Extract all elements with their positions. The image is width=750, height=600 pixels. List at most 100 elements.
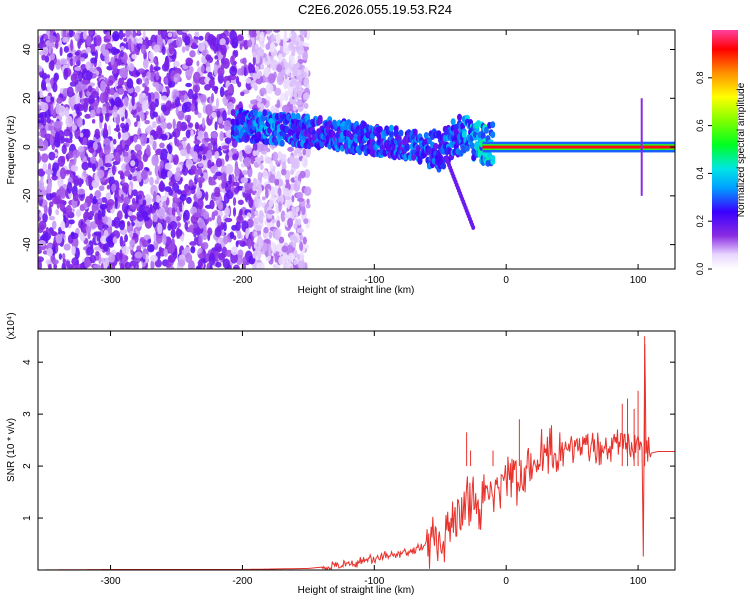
- spectrogram-cell: [137, 121, 141, 128]
- spectrogram-cell: [296, 180, 301, 187]
- spectrogram-cell: [284, 73, 288, 80]
- spectrogram-cell: [292, 63, 297, 70]
- spectrogram-cell: [165, 100, 173, 111]
- spectrogram-cell: [138, 93, 144, 104]
- spectrogram-cell: [149, 176, 154, 186]
- spectrogram-cell: [95, 251, 100, 256]
- spectrogram-cell: [104, 153, 112, 165]
- spectrogram-cell: [38, 151, 41, 163]
- spectrogram-cell: [43, 232, 52, 241]
- spectrogram-cell: [238, 150, 243, 162]
- spectrogram-cell: [114, 189, 119, 196]
- spectrogram-cell: [186, 196, 192, 204]
- spectrogram-cell: [38, 131, 42, 137]
- spectrogram-cell: [159, 142, 165, 149]
- spectrogram-cell: [187, 122, 194, 128]
- spectrogram-cell: [192, 212, 201, 218]
- spectrogram-cell: [93, 264, 102, 269]
- spectrogram-cell: [181, 46, 186, 53]
- spectrogram-cell: [38, 41, 44, 50]
- spectrogram-cell: [94, 128, 100, 137]
- spectrogram-cell: [262, 109, 268, 117]
- spectrogram-cell: [464, 144, 470, 152]
- spectrogram-cell: [182, 136, 187, 142]
- spectrogram-cell: [158, 246, 163, 254]
- spectrogram-cell: [194, 31, 200, 37]
- snr-y-label: SNR (10 * v/v): [6, 418, 17, 482]
- spectrogram-cell: [243, 66, 247, 77]
- spectrogram-cell: [88, 215, 93, 221]
- spectrogram-cell: [306, 198, 310, 205]
- spectrogram-cell: [117, 87, 125, 95]
- spectrogram-cell: [105, 192, 112, 200]
- spectrogram-cell: [270, 41, 275, 53]
- spectrogram-cell: [88, 174, 92, 187]
- spectrogram-cell: [102, 128, 109, 140]
- spectrogram-cell: [247, 39, 253, 48]
- spectrogram-cell: [230, 109, 236, 117]
- spectrogram-cell: [111, 262, 116, 269]
- spectrogram-cell: [199, 145, 204, 152]
- spectrogram-cell: [170, 229, 176, 239]
- spectrogram-cell: [130, 265, 135, 269]
- spectrogram-cell: [268, 173, 276, 184]
- spectrogram-cell: [59, 58, 68, 65]
- spectrogram-cell: [81, 79, 88, 85]
- spectrogram-cell: [128, 102, 133, 113]
- spectrogram-cell: [302, 92, 310, 100]
- snr-spikes: [466, 336, 646, 467]
- spectrogram-cell: [73, 33, 79, 40]
- spectrogram-cell: [160, 153, 164, 161]
- spectrogram-cell: [42, 163, 48, 172]
- spectrogram-cell: [161, 63, 169, 72]
- spectrogram-cell: [276, 193, 284, 205]
- spectrogram-cell: [227, 84, 234, 94]
- spectrogram-cell: [214, 226, 222, 238]
- spectrogram-cell: [168, 81, 176, 88]
- spectrogram-cell: [52, 259, 59, 265]
- spectrogram-cell: [210, 92, 215, 103]
- spectrogram-cell: [214, 186, 221, 195]
- spectrogram-cell: [114, 73, 118, 81]
- spectrogram-cell: [129, 239, 136, 247]
- spectrogram-cell: [213, 210, 219, 217]
- spectrogram-cell: [175, 138, 180, 148]
- spectrogram-cell: [109, 140, 114, 150]
- spectrogram-cell: [79, 132, 84, 138]
- spectrogram-cell: [131, 189, 138, 197]
- spectrogram-cell: [216, 215, 222, 226]
- spectrogram-cell: [136, 171, 142, 183]
- spectrogram-cell: [184, 221, 189, 231]
- spectrogram-cell: [278, 187, 282, 197]
- spectrogram-cell: [112, 138, 117, 145]
- spectrogram-cell: [229, 30, 238, 42]
- spectrogram-cell: [88, 85, 93, 93]
- spectrogram-cell: [120, 67, 129, 79]
- spectrogram-cell: [247, 62, 253, 72]
- spectrogram-cell: [204, 191, 209, 201]
- spectrogram-cell: [171, 131, 177, 137]
- spectrogram-cell: [75, 209, 82, 218]
- spectrogram-cell: [142, 30, 146, 40]
- spectrogram-cell: [246, 218, 254, 228]
- spectrogram-cell: [79, 57, 86, 62]
- spectrogram-cell: [204, 84, 211, 91]
- spectrogram-cell: [228, 150, 233, 158]
- x-tick-label: 0: [503, 275, 509, 286]
- spectrogram-cell: [160, 95, 168, 101]
- spectrogram-cell: [211, 111, 217, 119]
- spectrogram-cell: [90, 57, 98, 64]
- spectrogram-cell: [194, 122, 200, 130]
- spectrogram-cell: [272, 151, 279, 162]
- spectrogram-cell: [233, 266, 239, 269]
- spectrogram-cell: [183, 209, 190, 221]
- spectrogram-cell: [47, 173, 51, 182]
- spectrogram-cell: [151, 154, 159, 167]
- spectrogram-cell: [51, 231, 58, 237]
- spectrogram-cell: [87, 232, 91, 240]
- spectrogram-cell: [302, 236, 307, 245]
- spectrogram-cell: [136, 149, 143, 157]
- spectrogram-cell: [134, 251, 143, 259]
- spectrogram-cell: [209, 199, 215, 210]
- spectrogram-cell: [259, 211, 264, 218]
